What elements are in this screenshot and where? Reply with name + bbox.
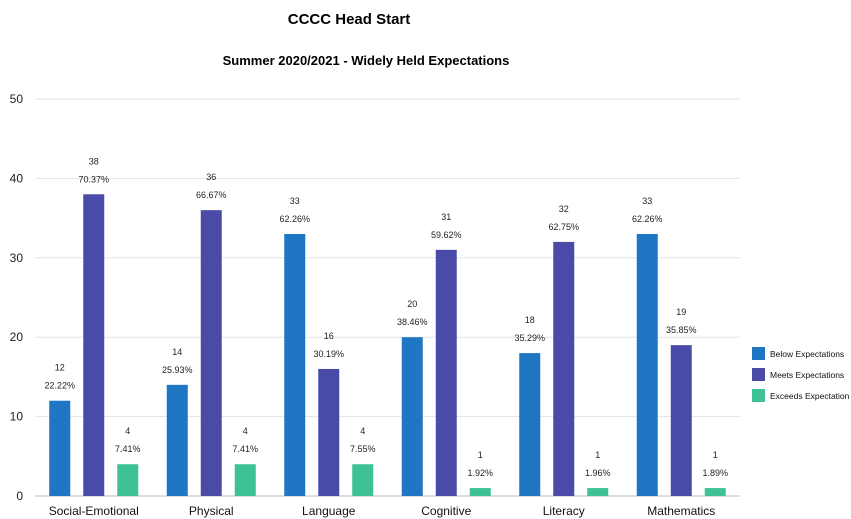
data-label-value: 20 <box>407 299 417 309</box>
legend-label: Below Expectations <box>770 348 845 359</box>
bar <box>553 241 575 496</box>
data-label-value: 33 <box>290 196 300 206</box>
bar <box>587 488 609 496</box>
bar <box>166 384 188 496</box>
bar <box>469 488 491 496</box>
data-label-value: 31 <box>441 212 451 222</box>
chart-subtitle: Summer 2020/2021 - Widely Held Expectati… <box>223 53 510 68</box>
data-label-value: 32 <box>559 204 569 214</box>
data-label-percent: 1.92% <box>467 468 493 478</box>
y-tick-label: 20 <box>10 330 24 344</box>
data-labels: 1222.22%3870.37%47.41%1425.93%3666.67%47… <box>44 156 728 478</box>
legend-swatch <box>752 389 765 402</box>
legend-label: Meets Expectations <box>770 369 845 380</box>
data-label-value: 12 <box>55 363 65 373</box>
bar <box>401 337 423 496</box>
category-label: Literacy <box>543 504 585 518</box>
bar <box>200 210 222 496</box>
data-label-value: 16 <box>324 331 334 341</box>
legend-item: Exceeds Expectation <box>752 385 849 406</box>
category-label: Mathematics <box>647 504 715 518</box>
x-axis: Social-Emotional Physical Language Cognitiv… <box>49 504 716 518</box>
data-label-percent: 7.55% <box>350 444 376 454</box>
bar <box>117 464 139 496</box>
bar <box>435 249 457 496</box>
data-label-percent: 7.41% <box>115 444 141 454</box>
bar <box>83 194 105 496</box>
data-label-percent: 1.96% <box>585 468 611 478</box>
bar <box>519 353 541 496</box>
data-label-percent: 70.37% <box>78 174 109 184</box>
data-label-percent: 62.26% <box>279 214 310 224</box>
grid-lines <box>35 98 740 497</box>
data-label-value: 4 <box>243 426 248 436</box>
bar <box>352 464 374 496</box>
legend-item: Meets Expectations <box>752 364 849 385</box>
data-label-value: 19 <box>676 307 686 317</box>
y-tick-label: 50 <box>10 92 24 106</box>
bar <box>318 368 340 496</box>
data-label-percent: 62.75% <box>548 222 579 232</box>
y-tick-label: 10 <box>10 410 24 424</box>
legend-swatch <box>752 347 765 360</box>
bar <box>670 345 692 496</box>
legend-item: Below Expectations <box>752 343 849 364</box>
data-label-percent: 22.22% <box>44 381 75 391</box>
legend-swatch <box>752 368 765 381</box>
bars <box>49 194 726 497</box>
y-tick-label: 40 <box>10 171 24 185</box>
data-label-percent: 7.41% <box>232 444 258 454</box>
y-tick-label: 30 <box>10 251 24 265</box>
data-label-percent: 35.85% <box>666 325 697 335</box>
data-label-percent: 66.67% <box>196 190 227 200</box>
category-label: Language <box>302 504 356 518</box>
data-label-value: 4 <box>125 426 130 436</box>
data-label-percent: 1.89% <box>702 468 728 478</box>
bar <box>636 233 658 497</box>
data-label-value: 1 <box>595 450 600 460</box>
data-label-value: 1 <box>713 450 718 460</box>
data-label-value: 1 <box>478 450 483 460</box>
bar <box>234 464 256 496</box>
data-label-percent: 38.46% <box>397 317 428 327</box>
data-label-percent: 25.93% <box>162 365 193 375</box>
data-label-value: 14 <box>172 347 182 357</box>
bar <box>704 488 726 496</box>
category-label: Cognitive <box>421 504 471 518</box>
y-axis: 0 10 20 30 40 50 <box>10 92 24 503</box>
data-label-percent: 30.19% <box>313 349 344 359</box>
legend-label: Exceeds Expectation <box>770 390 850 401</box>
data-label-percent: 62.26% <box>632 214 663 224</box>
chart-title: CCCC Head Start <box>288 11 411 28</box>
data-label-value: 38 <box>89 156 99 166</box>
category-label: Physical <box>189 504 234 518</box>
category-label: Social-Emotional <box>49 504 139 518</box>
data-label-value: 4 <box>360 426 365 436</box>
data-label-percent: 35.29% <box>514 333 545 343</box>
data-label-value: 33 <box>642 196 652 206</box>
data-label-value: 18 <box>525 315 535 325</box>
y-tick-label: 0 <box>16 489 23 503</box>
data-label-value: 36 <box>206 172 216 182</box>
legend: Below Expectations Meets Expectations Exce… <box>752 343 849 406</box>
data-label-percent: 59.62% <box>431 230 462 240</box>
bar <box>284 233 306 497</box>
bar <box>49 400 71 496</box>
